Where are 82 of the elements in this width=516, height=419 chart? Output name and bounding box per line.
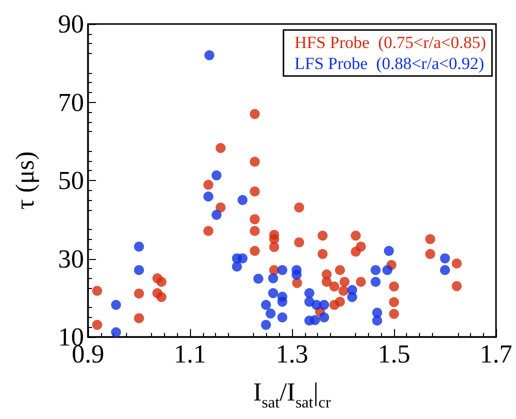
point bbox=[203, 180, 214, 190]
point bbox=[319, 300, 330, 310]
point bbox=[356, 276, 366, 287]
point bbox=[334, 265, 345, 276]
x-tick-label: 1.5 bbox=[378, 340, 410, 368]
point bbox=[440, 265, 450, 276]
x-tick-label: 1.1 bbox=[174, 340, 206, 368]
point bbox=[261, 300, 271, 310]
point bbox=[318, 230, 328, 241]
point bbox=[250, 186, 260, 196]
point bbox=[294, 202, 304, 212]
y-tick-label: 70 bbox=[58, 88, 84, 117]
point bbox=[389, 282, 399, 292]
point bbox=[269, 242, 280, 252]
text: HFS Probe (0.75<r/a<0.85) bbox=[294, 33, 486, 52]
point bbox=[111, 327, 122, 338]
point bbox=[292, 278, 302, 288]
point bbox=[216, 202, 226, 212]
point bbox=[266, 308, 276, 319]
point bbox=[322, 276, 332, 287]
point bbox=[232, 262, 242, 272]
point bbox=[212, 170, 222, 180]
point bbox=[238, 253, 248, 264]
point bbox=[250, 226, 260, 236]
point bbox=[389, 308, 399, 319]
point bbox=[111, 300, 122, 310]
point bbox=[92, 320, 102, 330]
point bbox=[292, 270, 302, 280]
point bbox=[92, 286, 102, 296]
text: LFS Probe (0.88<r/a<0.92) bbox=[294, 54, 484, 73]
point bbox=[156, 276, 166, 287]
point bbox=[253, 274, 264, 284]
point bbox=[261, 320, 271, 330]
point bbox=[340, 276, 350, 287]
point bbox=[425, 234, 436, 244]
point bbox=[329, 282, 340, 292]
point bbox=[203, 226, 214, 236]
point bbox=[350, 246, 361, 257]
point bbox=[452, 281, 462, 292]
point bbox=[277, 312, 288, 322]
point bbox=[425, 249, 436, 260]
point bbox=[277, 296, 288, 307]
x-tick-label: 1.3 bbox=[276, 340, 308, 368]
point bbox=[382, 265, 392, 276]
point bbox=[372, 316, 382, 326]
point bbox=[338, 286, 349, 296]
point bbox=[268, 273, 278, 284]
y-tick-label: 90 bbox=[58, 10, 84, 38]
point bbox=[294, 237, 304, 248]
x-tick-label: 1.7 bbox=[480, 340, 512, 368]
point bbox=[250, 156, 260, 167]
point bbox=[304, 288, 314, 298]
point bbox=[203, 192, 214, 202]
point bbox=[134, 288, 144, 299]
point bbox=[156, 292, 166, 302]
point bbox=[250, 246, 260, 256]
point bbox=[350, 230, 361, 241]
point bbox=[370, 276, 381, 287]
point bbox=[384, 246, 394, 256]
point bbox=[370, 265, 381, 276]
point bbox=[310, 315, 320, 326]
y-tick-label: 30 bbox=[58, 244, 84, 274]
point bbox=[319, 312, 330, 322]
point bbox=[347, 292, 358, 302]
point bbox=[452, 258, 462, 268]
point bbox=[277, 265, 288, 276]
point bbox=[216, 143, 226, 154]
point bbox=[204, 50, 214, 60]
point bbox=[212, 210, 222, 220]
point bbox=[238, 195, 248, 206]
point bbox=[134, 242, 144, 252]
point bbox=[250, 214, 260, 224]
point bbox=[268, 288, 278, 298]
point bbox=[389, 297, 399, 308]
point bbox=[134, 313, 144, 324]
point bbox=[318, 249, 328, 260]
y-tick-label: 50 bbox=[58, 166, 84, 195]
point bbox=[134, 265, 144, 276]
point bbox=[440, 253, 450, 264]
point bbox=[250, 108, 260, 119]
point bbox=[334, 296, 345, 307]
y-axis-title: τ (μs) bbox=[10, 151, 40, 210]
